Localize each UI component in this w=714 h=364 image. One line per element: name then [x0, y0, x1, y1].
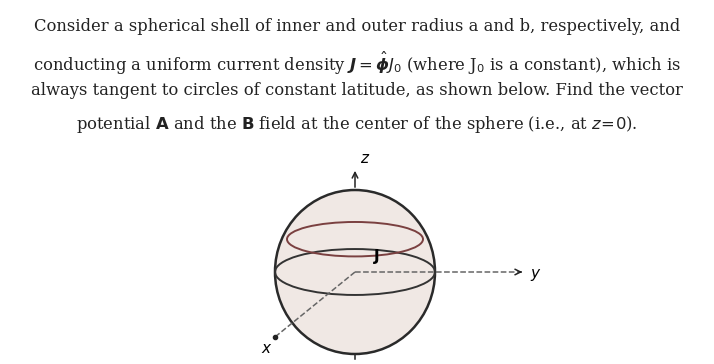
Text: Consider a spherical shell of inner and outer radius a and b, respectively, and: Consider a spherical shell of inner and … — [34, 18, 680, 35]
Text: conducting a uniform current density $\boldsymbol{J} = \hat{\boldsymbol{\phi}}J_: conducting a uniform current density $\b… — [33, 50, 681, 77]
Text: $x$: $x$ — [261, 342, 273, 356]
Text: $y$: $y$ — [530, 267, 542, 283]
Text: $z$: $z$ — [360, 152, 371, 166]
Text: $\mathbf{J}$: $\mathbf{J}$ — [373, 247, 380, 266]
Text: always tangent to circles of constant latitude, as shown below. Find the vector: always tangent to circles of constant la… — [31, 82, 683, 99]
Ellipse shape — [275, 190, 435, 354]
Text: potential $\mathbf{A}$ and the $\mathbf{B}$ field at the center of the sphere (i: potential $\mathbf{A}$ and the $\mathbf{… — [76, 114, 638, 135]
